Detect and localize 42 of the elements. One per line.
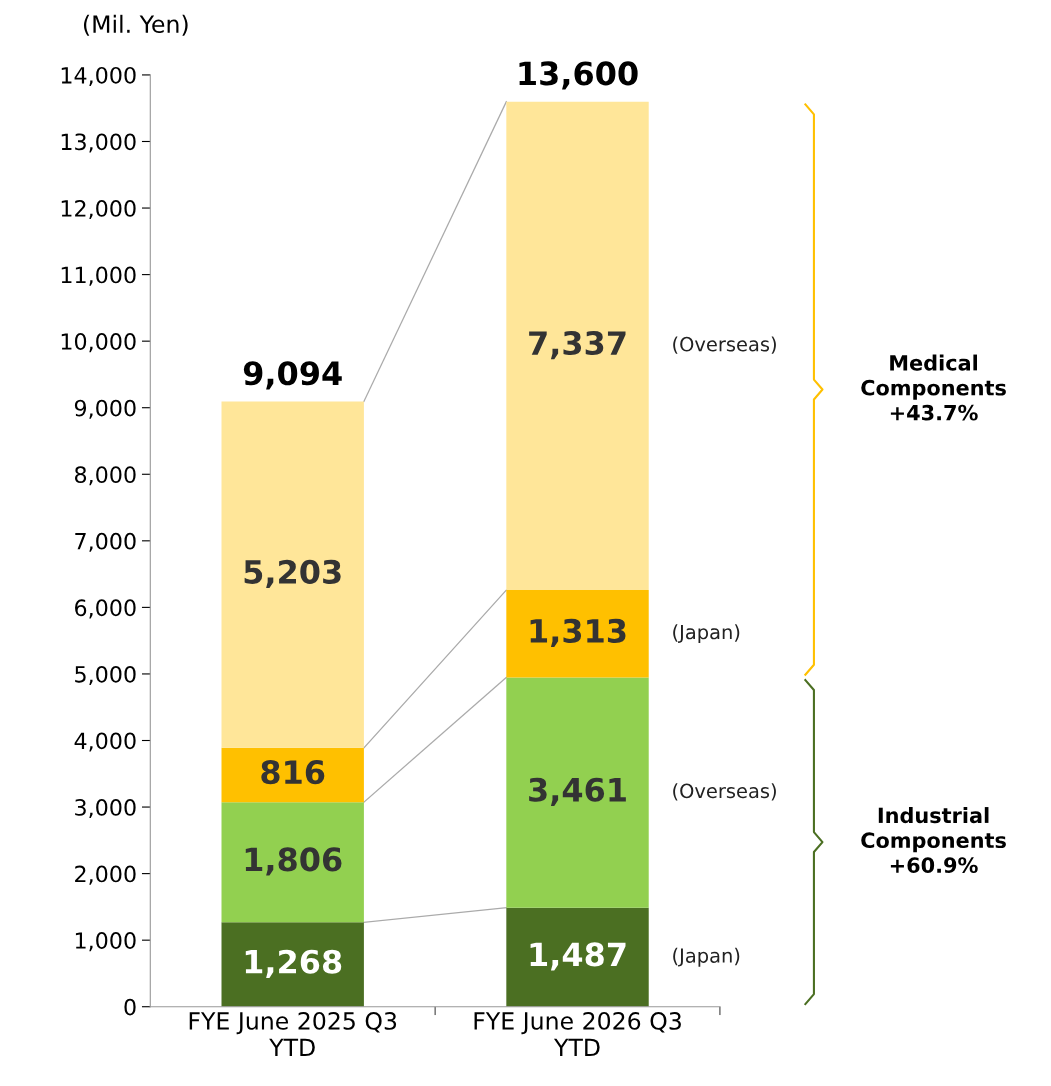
- data-label: 816: [261, 760, 325, 785]
- bar: [506, 101, 649, 591]
- bar: [221, 802, 364, 923]
- series-label: (Overseas): [673, 336, 776, 354]
- y-tick-label: 8,000: [74, 466, 136, 486]
- total-label: 9,094: [243, 361, 342, 390]
- y-tick-label: 10,000: [61, 333, 136, 353]
- text: Medical Components +43.7%: [861, 354, 1006, 421]
- data-label: 1,806: [245, 847, 342, 876]
- data-label: 3,461: [529, 777, 626, 806]
- y-tick-label: 6,000: [75, 599, 136, 619]
- y-tick-label: 9,000: [74, 399, 136, 419]
- data-label: 1,268: [245, 949, 342, 978]
- y-tick-label: 3,000: [75, 799, 136, 819]
- y-tick-label: 13,000: [61, 133, 136, 153]
- x-tick-label: FYE June 2026 Q3 YTD: [474, 1012, 681, 1056]
- bar: [221, 922, 364, 1007]
- bar: [506, 677, 649, 908]
- series-label: (Japan): [673, 624, 740, 644]
- total-label: 13,600: [519, 61, 638, 90]
- bar: [221, 747, 364, 803]
- bar: [506, 907, 649, 1007]
- y-tick-label: 7,000: [75, 532, 136, 552]
- series-label: (Japan): [673, 947, 740, 967]
- y-tick-label: 4,000: [74, 732, 136, 752]
- data-label: 7,337: [529, 330, 626, 360]
- y-tick-label: 2,000: [75, 865, 136, 885]
- data-label: 1,487: [530, 942, 626, 971]
- x-tick-label: FYE June 2025 Q3 YTD: [189, 1012, 397, 1056]
- y-tick-label: 14,000: [61, 66, 136, 86]
- data-label: 1,313: [530, 618, 626, 648]
- y-tick-label: 0: [124, 998, 136, 1016]
- text: Industrial Components +60.9%: [861, 807, 1006, 874]
- y-tick-label: 5,000: [75, 665, 136, 685]
- y-axis-title: (Mil. Yen): [83, 14, 188, 36]
- bar: [221, 401, 364, 748]
- y-tick-label: 1,000: [75, 932, 136, 952]
- series-label: (Overseas): [673, 783, 776, 801]
- y-tick-label: 11,000: [61, 266, 136, 286]
- data-label: 5,203: [244, 559, 341, 589]
- y-tick-label: 12,000: [61, 200, 136, 220]
- bar: [506, 590, 649, 678]
